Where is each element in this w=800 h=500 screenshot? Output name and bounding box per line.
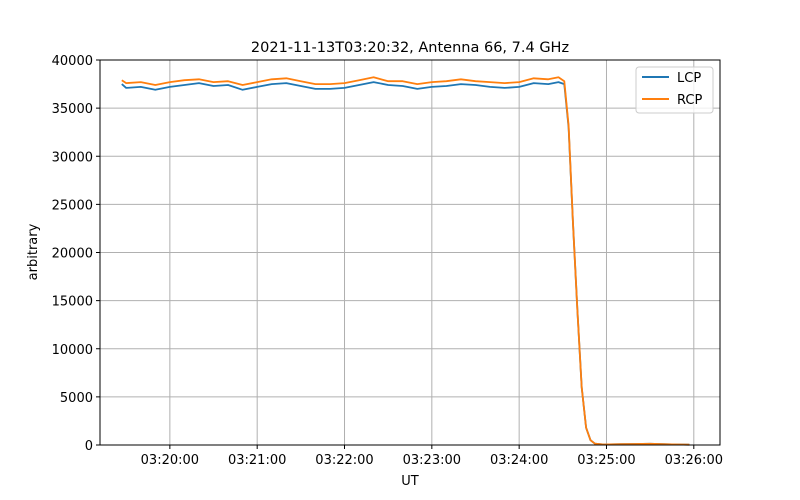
series-line-rcp [121, 76, 690, 446]
y-tick-label: 25000 [52, 198, 93, 213]
x-tick-label: 03:21:00 [228, 453, 286, 468]
y-tick-label: 15000 [52, 295, 93, 310]
x-tick-label: 03:23:00 [403, 453, 461, 468]
chart-title: 2021-11-13T03:20:32, Antenna 66, 7.4 GHz [251, 40, 569, 56]
legend: LCP RCP [635, 66, 714, 114]
y-tick-label: 40000 [52, 54, 93, 69]
x-axis-label: UT [401, 474, 419, 489]
grid [100, 59, 720, 446]
legend-label-rcp: RCP [677, 93, 702, 108]
legend-box [635, 66, 714, 114]
x-tick-label: 03:26:00 [665, 453, 723, 468]
y-tick-label: 5000 [60, 391, 93, 406]
x-tick-label: 03:24:00 [490, 453, 548, 468]
x-tick-label: 03:25:00 [577, 453, 635, 468]
y-axis-label: arbitrary [26, 223, 41, 280]
legend-label-lcp: LCP [677, 71, 701, 86]
ticks: 03:20:00 03:21:00 03:22:00 03:23:00 03:24:00… [52, 54, 723, 468]
series-line-lcp [121, 81, 690, 446]
y-tick-label: 35000 [52, 102, 93, 117]
y-tick-label: 20000 [52, 247, 93, 262]
x-tick-label: 03:20:00 [141, 453, 199, 468]
y-tick-label: 10000 [52, 343, 93, 358]
x-tick-label: 03:22:00 [315, 453, 373, 468]
series-lines [121, 76, 690, 446]
y-tick-label: 30000 [52, 150, 93, 165]
y-tick-label: 0 [85, 439, 93, 454]
